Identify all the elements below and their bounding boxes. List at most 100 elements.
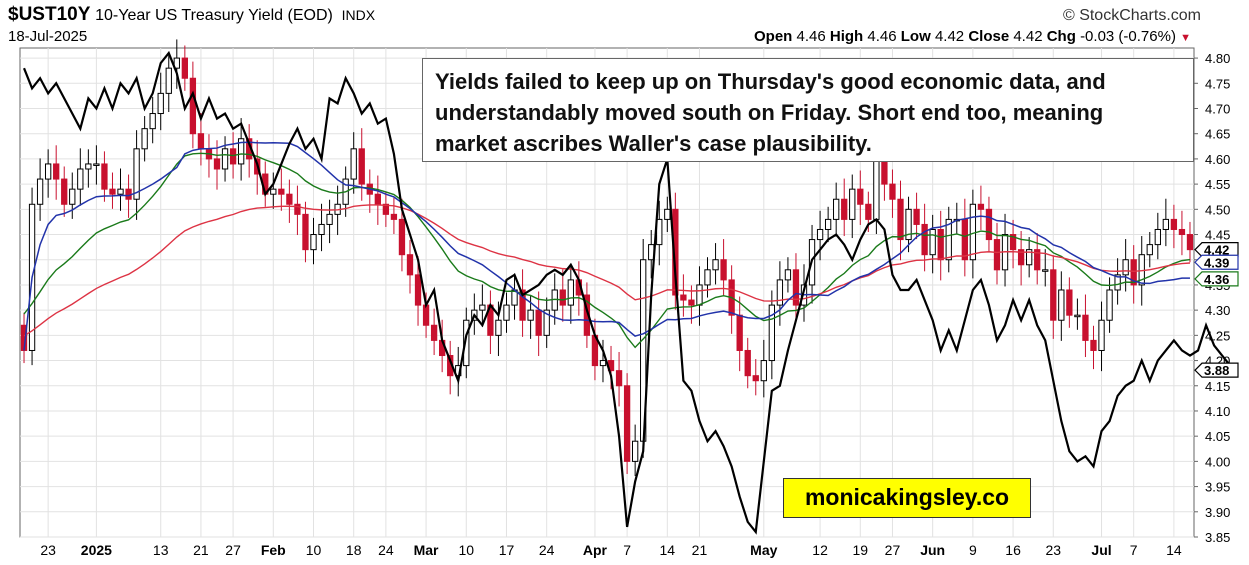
x-tick-label: 27 [225, 542, 241, 558]
candle-down [1178, 228, 1186, 236]
y-tick-label: 4.55 [1205, 177, 1230, 192]
candle-down [20, 324, 28, 351]
candle-down [109, 188, 116, 195]
high-label: High [829, 28, 864, 45]
candle-up [816, 228, 824, 241]
candle-down [374, 193, 381, 205]
candle-down [559, 289, 566, 306]
candle-down [1186, 234, 1194, 251]
x-tick-label: 14 [1166, 542, 1182, 558]
candle-down [752, 375, 759, 382]
candle-up [221, 148, 229, 170]
candle-down [101, 163, 108, 190]
candle-down [977, 203, 985, 210]
candle-down [913, 208, 920, 225]
down-arrow-icon: ▼ [1180, 32, 1191, 44]
candle-down [736, 314, 743, 351]
candle-up [1098, 319, 1105, 351]
y-tick-label: 3.95 [1205, 480, 1230, 495]
candle-up [784, 269, 792, 281]
candle-up [77, 168, 84, 190]
last-ma-long-tag: 4.36 [1204, 272, 1229, 287]
candle-down [61, 178, 68, 205]
candle-down [865, 203, 872, 220]
candle-down [680, 294, 687, 301]
candle-down [881, 158, 888, 185]
ohlc-summary: Open 4.46 High 4.46 Low 4.42 Close 4.42 … [754, 28, 1191, 45]
last-overlay-tag: 3.88 [1204, 363, 1229, 378]
x-tick-label: May [750, 542, 777, 558]
x-tick-label: 27 [885, 542, 901, 558]
ticker-symbol: $UST10Y [8, 4, 91, 25]
candle-down [792, 269, 800, 306]
candle-down [857, 188, 864, 205]
x-tick-label: 24 [539, 542, 555, 558]
candle-up [270, 188, 277, 195]
moving-average-short [23, 141, 1190, 351]
candle-down [1082, 314, 1089, 341]
candle-down [278, 188, 285, 195]
candle-up [768, 304, 776, 362]
candle-down [961, 218, 968, 261]
ticker-description: 10-Year US Treasury Yield (EOD) [95, 7, 333, 24]
candle-down [993, 239, 1001, 271]
x-tick-label: 7 [1130, 542, 1138, 558]
candle-down [358, 148, 365, 185]
candle-down [302, 213, 309, 251]
y-tick-label: 4.30 [1205, 303, 1230, 318]
candle-down [286, 193, 293, 205]
y-tick-label: 4.80 [1205, 51, 1230, 66]
candle-up [1106, 289, 1113, 321]
candle-up [543, 309, 550, 336]
x-tick-label: 7 [623, 542, 631, 558]
candle-down [744, 349, 751, 377]
candle-up [350, 148, 357, 180]
last-ma-short-tag: 4.39 [1204, 255, 1229, 270]
candle-up [664, 208, 671, 220]
candle-up [93, 163, 100, 166]
candle-up [696, 284, 703, 306]
candle-up [1026, 249, 1033, 266]
y-tick-label: 4.50 [1205, 202, 1230, 217]
low-label: Low [900, 28, 931, 45]
candle-down [1066, 289, 1073, 316]
candle-up [495, 319, 502, 336]
chart-date: 18-Jul-2025 [8, 28, 88, 45]
candle-down [398, 218, 406, 256]
candle-up [760, 360, 767, 382]
open-value: 4.46 [796, 28, 826, 45]
y-tick-label: 3.85 [1205, 530, 1230, 545]
candle-down [519, 289, 526, 321]
candle-up [141, 128, 148, 150]
candle-down [985, 208, 993, 241]
candle-up [945, 218, 952, 261]
candle-up [310, 234, 317, 251]
x-tick-label: 19 [853, 542, 869, 558]
candle-down [390, 213, 398, 220]
candle-down [430, 324, 438, 341]
candle-up [824, 218, 832, 230]
x-tick-label: 17 [499, 542, 515, 558]
candle-up [599, 360, 607, 367]
candle-down [897, 198, 904, 241]
candle-up [69, 188, 76, 205]
last-close-tag-frame [1194, 242, 1239, 258]
candle-up [1058, 289, 1065, 321]
x-tick-label: Apr [583, 542, 608, 558]
candle-up [929, 228, 936, 256]
y-tick-label: 4.45 [1205, 228, 1230, 243]
candle-up [173, 57, 180, 69]
candle-up [1074, 314, 1081, 318]
candle-up [165, 67, 172, 94]
candle-down [414, 274, 422, 306]
candle-up [133, 148, 140, 200]
x-tick-label: 21 [193, 542, 209, 558]
x-tick-label: 14 [660, 542, 676, 558]
candle-down [229, 148, 237, 165]
last-ma-short-tag-frame [1194, 254, 1239, 270]
candle-down [189, 77, 197, 135]
overlay-line [22, 50, 1232, 535]
x-tick-label: 13 [153, 542, 169, 558]
candle-up [712, 259, 719, 271]
x-tick-label: 10 [306, 542, 322, 558]
